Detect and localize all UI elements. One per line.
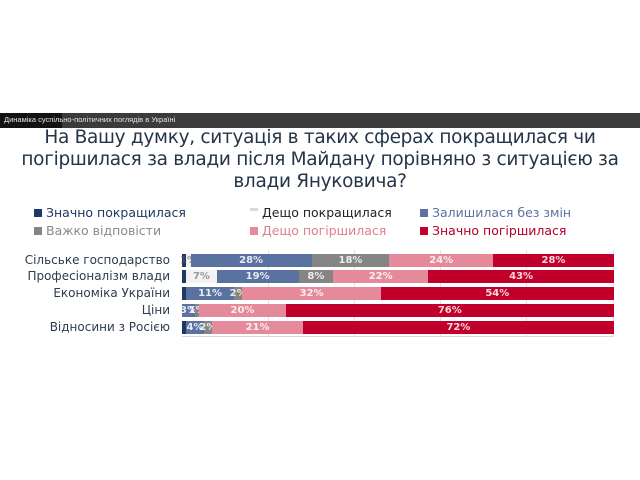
legend-item: Дещо покращилася [250,205,392,220]
bar-segment: 32% [242,287,381,300]
category-label: Сільське господарство [24,253,170,267]
bar-segment: 24% [389,254,493,267]
legend-label: Значно погіршилася [432,223,567,238]
bar-row: 11% 2% 32% 54% [182,287,614,300]
bar-segment: 1% [189,304,206,317]
segment-value-label: 22% [368,271,393,282]
legend-label: Дещо покращилася [262,205,392,220]
bar-segment: 11% [186,287,234,300]
legend-swatch-icon [420,226,428,235]
bar-segment: 28% [493,254,614,267]
segment-value-label: 8% [307,271,325,282]
bar-row: 7% 19% 8% 22% 43% [182,270,614,283]
legend-label: Залишилася без змін [432,205,572,220]
bar-segment: 54% [380,287,614,300]
segment-value-label: 2% [229,288,247,299]
bar-segment [182,321,187,334]
bar-segment: 72% [302,321,614,334]
chart-title: На Вашу думку, ситуація в таких сферах п… [21,127,619,192]
legend-item: Залишилася без змін [420,205,571,220]
legend-item: Значно покращилася [34,205,186,220]
legend-label: Важко відповісти [46,223,162,238]
bar-segment [182,270,187,283]
segment-value-label: 72% [446,322,471,333]
segment-value-label: 20% [230,305,255,316]
bar-segment: 7% [186,270,217,283]
plot-area: 1% 28% 18% 24% 28% 7% 19% 8% 22% 43% 11% 2% 32% 54% 3%… [179,250,614,340]
bar-segment: 2% [199,321,216,334]
legend-label: Дещо погіршилася [262,223,387,238]
segment-value-label: 18% [338,255,363,266]
segment-value-label: 7% [192,271,210,282]
legend-item: Важко відповісти [34,223,161,238]
bar-segment: 1% [180,254,197,267]
segment-value-label: 32% [299,288,324,299]
bar-segment: 76% [285,304,614,317]
x-axis [182,336,614,337]
bar-row: 4% 2% 21% 72% [182,321,614,334]
window-caption-bar: Динаміка суспільно-політичних поглядів в… [0,113,640,128]
category-label: Економіка України [53,286,170,300]
bar-segment: 43% [428,270,614,283]
legend-swatch-icon [250,226,258,235]
segment-value-label: 1% [188,305,206,316]
segment-value-label: 24% [429,255,454,266]
bar-row: 1% 28% 18% 24% 28% [180,254,614,267]
legend-item: Значно погіршилася [420,223,566,238]
bar-segment: 28% [190,254,312,267]
segment-value-label: 54% [485,288,510,299]
caption-bar-dark-segment [0,113,62,128]
segment-value-label: 2% [199,322,217,333]
bar-segment: 20% [199,304,286,317]
bar-row: 3% 1% 20% 76% [179,304,614,317]
bar-segment: 3% [179,304,197,317]
segment-value-label: 76% [437,305,462,316]
bar-segment: 19% [216,270,299,283]
segment-value-label: 28% [239,255,264,266]
legend-item: Дещо погіршилася [250,223,386,238]
segment-value-label: 11% [198,288,223,299]
category-label: Професіоналізм влади [27,269,170,283]
chart-legend: Значно покращилася Дещо покращилася Залиши… [34,205,634,241]
bar-segment: 21% [212,321,303,334]
bar-segment [182,254,187,267]
bar-segment: 22% [333,270,429,283]
legend-swatch-icon [420,208,428,217]
legend-swatch-icon [34,226,42,235]
window-caption: Динаміка суспільно-політичних поглядів в… [4,115,176,124]
bar-segment [182,287,187,300]
segment-value-label: 3% [179,305,197,316]
segment-value-label: 19% [245,271,270,282]
bar-segment: 4% [186,321,204,334]
segment-value-label: 28% [541,255,566,266]
segment-value-label: 1% [179,255,197,266]
segment-value-label: 21% [245,322,270,333]
bar-segment: 18% [311,254,390,267]
category-label: Відносини з Росією [49,320,170,334]
bar-segment: 2% [230,287,247,300]
segment-value-label: 4% [186,322,204,333]
legend-swatch-icon [34,208,42,217]
bar-segment: 8% [298,270,334,283]
segment-value-label: 43% [509,271,534,282]
category-label: Ціни [141,303,170,317]
legend-label: Значно покращилася [46,205,186,220]
legend-swatch-icon [250,208,258,211]
